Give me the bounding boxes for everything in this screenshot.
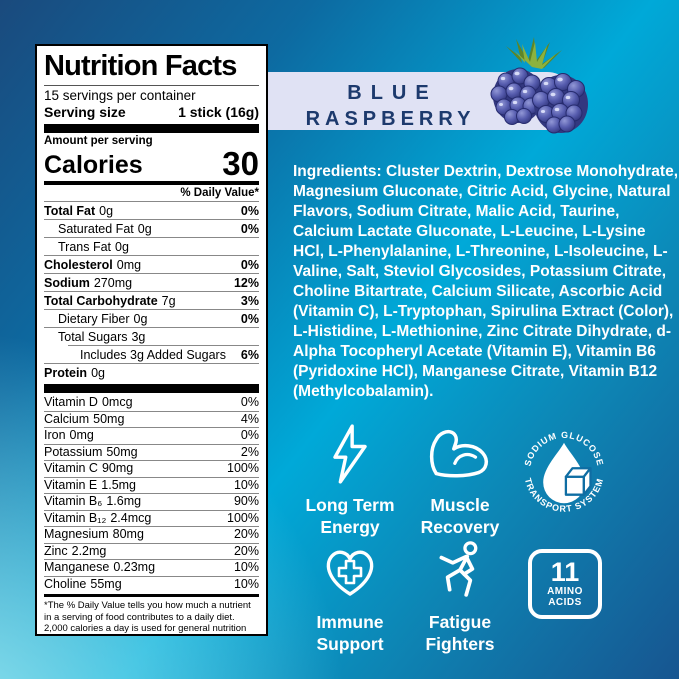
nutrient-row-dietary-fiber: Dietary Fiber 0g 0% xyxy=(44,309,259,327)
servings-per-container: 15 servings per container xyxy=(44,88,196,103)
nutrient-row-total-sugars: Total Sugars 3g xyxy=(44,327,259,345)
vitamin-row-calcium: Calcium 50mg 4% xyxy=(44,410,259,426)
heart-plus-icon xyxy=(326,550,374,596)
vitamin-row-vitamin-d: Vitamin D 0mcg 0% xyxy=(44,395,259,409)
flavor-name-line1: BLUE xyxy=(347,82,438,104)
vitamin-row-vitamin-b12: Vitamin B₁₂ 2.4mcg 100% xyxy=(44,509,259,525)
vitamin-row-manganese: Manganese 0.23mg 10% xyxy=(44,559,259,574)
amino-acids-count: 11 xyxy=(550,557,580,587)
divider-thin xyxy=(44,594,259,597)
benefit-label-immune-support: Immune Support xyxy=(316,612,384,654)
divider-thick xyxy=(44,384,259,393)
berry-front xyxy=(532,73,588,134)
nutrient-row-saturated-fat: Saturated Fat 0g 0% xyxy=(44,219,259,237)
vitamin-row-magnesium: Magnesium 80mg 20% xyxy=(44,526,259,541)
nutrient-row-total-fat: Total Fat 0g 0% xyxy=(44,201,259,219)
vitamin-row-iron: Iron 0mg 0% xyxy=(44,427,259,442)
runner-icon xyxy=(439,541,478,597)
vitamin-row-vitamin-b6: Vitamin B₆ 1.6mg 90% xyxy=(44,493,259,508)
benefit-label-muscle-recovery: Muscle Recovery xyxy=(420,495,500,537)
divider-medium xyxy=(44,181,259,185)
nutrition-facts-panel: Nutrition Facts 15 servings per containe… xyxy=(35,44,268,636)
bicep-icon xyxy=(429,429,489,478)
serving-size-row: Serving size 1 stick (16g) xyxy=(44,104,259,121)
ingredients-list: Cluster Dextrin, Dextrose Monohydrate, M… xyxy=(293,163,678,400)
daily-value-header: % Daily Value* xyxy=(180,187,259,199)
ingredients-label: Ingredients: xyxy=(293,163,382,180)
amino-acids-badge: 11 AMINO ACIDS xyxy=(528,549,602,619)
benefit-label-fatigue-fighters: Fatigue Fighters xyxy=(425,612,495,654)
vitamin-row-zinc: Zinc 2.2mg 20% xyxy=(44,542,259,558)
flavor-name-line2: RASPBERRY xyxy=(305,108,476,130)
vitamin-row-vitamin-e: Vitamin E 1.5mg 10% xyxy=(44,476,259,492)
leaf-icon xyxy=(514,42,556,69)
nutrient-row-sodium: Sodium 270mg 12% xyxy=(44,273,259,291)
raspberry-illustration xyxy=(490,37,588,134)
nutrient-row-total-carbohydrate: Total Carbohydrate 7g 3% xyxy=(44,291,259,309)
divider xyxy=(44,85,259,86)
flavor-name: BLUE RASPBERRY xyxy=(300,80,476,132)
calories-label: Calories xyxy=(44,151,143,179)
nutrient-row-added-sugars: Includes 3g Added Sugars 6% xyxy=(68,345,259,363)
vitamin-row-choline: Choline 55mg 10% xyxy=(44,575,259,591)
amount-per-serving-label: Amount per serving xyxy=(44,135,153,147)
lightning-icon xyxy=(333,424,367,484)
divider-thick xyxy=(44,124,259,133)
serving-size-value: 1 stick (16g) xyxy=(178,104,259,120)
ingredients-text: Ingredients: Cluster Dextrin, Dextrose M… xyxy=(293,162,679,402)
sodium-glucose-transport-badge: SODIUM GLUCOSE TRANSPORT SYSTEM xyxy=(522,430,604,514)
daily-value-footnote: *The % Daily Value tells you how much a … xyxy=(44,600,251,634)
nutrient-row-protein: Protein 0g xyxy=(44,363,259,381)
calories-value: 30 xyxy=(222,145,259,182)
nutrient-row-cholesterol: Cholesterol 0mg 0% xyxy=(44,255,259,273)
serving-size-label: Serving size xyxy=(44,104,126,120)
calories-row: Calories 30 xyxy=(44,145,259,182)
amino-acids-label: AMINO ACIDS xyxy=(547,586,583,608)
nutrient-row-trans-fat: Trans Fat 0g xyxy=(44,237,259,255)
nutrition-facts-title: Nutrition Facts xyxy=(44,50,237,82)
benefit-label-long-term-energy: Long Term Energy xyxy=(305,495,395,537)
berry-back xyxy=(490,67,543,125)
vitamin-row-potassium: Potassium 50mg 2% xyxy=(44,443,259,459)
sugar-cube-icon xyxy=(564,467,592,496)
vitamin-row-vitamin-c: Vitamin C 90mg 100% xyxy=(44,460,259,475)
